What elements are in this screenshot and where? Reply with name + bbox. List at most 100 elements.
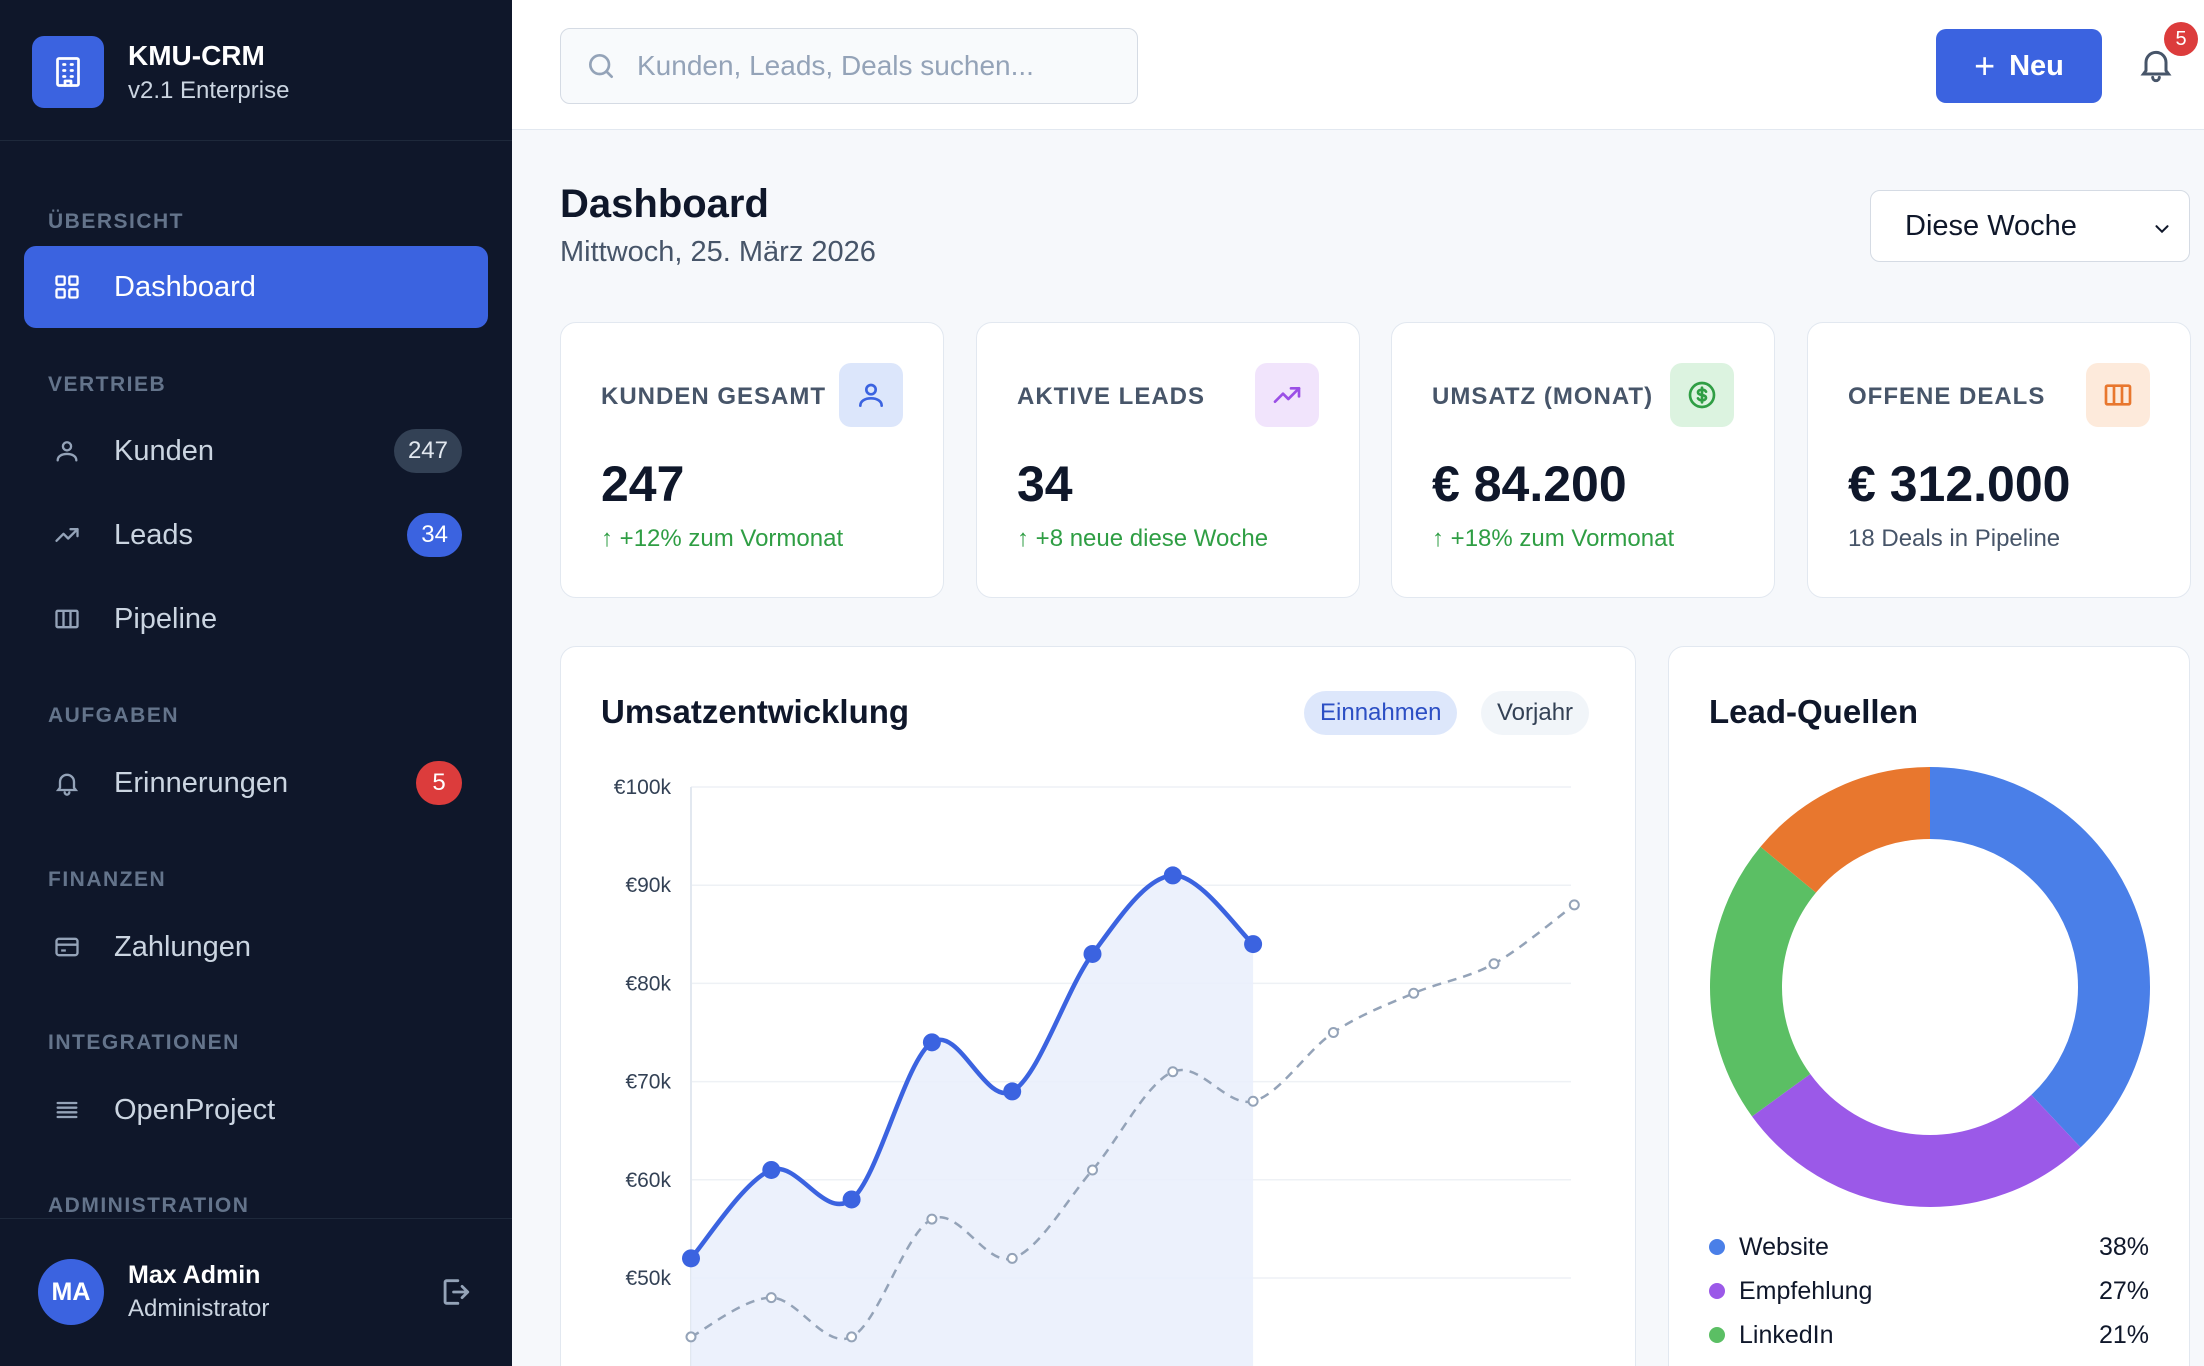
data-point-einnahmen[interactable] xyxy=(842,1190,861,1209)
section-label-admin: ADMINISTRATION xyxy=(48,1194,250,1217)
topbar: + Neu 5 xyxy=(512,0,2204,130)
chevron-down-icon xyxy=(2151,215,2173,237)
sidebar-item-openproject[interactable]: OpenProject xyxy=(24,1069,488,1151)
period-select[interactable]: Diese Woche xyxy=(1870,190,2190,262)
data-point-vorjahr[interactable] xyxy=(1488,958,1500,970)
data-point-vorjahr[interactable] xyxy=(1087,1164,1098,1176)
data-point-vorjahr[interactable] xyxy=(685,1331,697,1343)
series-line-einnahmen xyxy=(689,873,1255,1260)
lead-sources-donut xyxy=(1710,767,2150,1207)
legend-dot xyxy=(1709,1327,1725,1343)
arrow-up-icon: ↑ xyxy=(1017,525,1036,552)
data-point-vorjahr[interactable] xyxy=(1167,1066,1179,1078)
notification-bell-icon[interactable] xyxy=(2136,44,2176,84)
data-point-einnahmen[interactable] xyxy=(1083,944,1102,963)
period-select-value: Diese Woche xyxy=(1905,209,2077,242)
dollar-icon xyxy=(1670,363,1734,427)
revenue-chart-card: Umsatzentwicklung Einnahmen Vorjahr €100… xyxy=(560,646,1636,1366)
kpi-card-deals[interactable]: OFFENE DEALS € 312.000 18 Deals in Pipel… xyxy=(1807,322,2191,598)
data-point-einnahmen[interactable] xyxy=(1163,866,1182,885)
list-icon xyxy=(50,1093,84,1127)
data-point-vorjahr[interactable] xyxy=(1568,899,1580,911)
sidebar-item-erinnerungen[interactable]: Erinnerungen 5 xyxy=(24,742,488,824)
search-input[interactable] xyxy=(637,50,1117,82)
data-point-einnahmen[interactable] xyxy=(762,1160,781,1179)
notification-count-badge: 5 xyxy=(2164,22,2198,56)
brand-header: KMU-CRM v2.1 Enterprise xyxy=(0,0,512,141)
columns-icon xyxy=(2086,363,2150,427)
kpi-card-revenue[interactable]: UMSATZ (MONAT) € 84.200 ↑ +18% zum Vormo… xyxy=(1391,322,1775,598)
legend-dot xyxy=(1709,1239,1725,1255)
card-title: Lead-Quellen xyxy=(1709,693,1919,730)
data-point-vorjahr[interactable] xyxy=(926,1213,938,1225)
page-date: Mittwoch, 25. März 2026 xyxy=(560,236,876,268)
app-version: v2.1 Enterprise xyxy=(128,77,290,104)
bell-icon xyxy=(50,766,84,800)
kpi-label: UMSATZ (MONAT) xyxy=(1432,383,1654,410)
y-tick-label: €70k xyxy=(625,1071,671,1094)
donut-slice-sonstige[interactable] xyxy=(1760,767,1931,894)
data-point-vorjahr[interactable] xyxy=(1408,987,1420,999)
section-label-finance: FINANZEN xyxy=(48,868,167,891)
section-label-sales: VERTRIEB xyxy=(48,373,167,396)
y-tick-label: €100k xyxy=(614,776,672,799)
kpi-trend: ↑ +18% zum Vormonat xyxy=(1432,525,1674,553)
grid-icon xyxy=(50,270,84,304)
new-button[interactable]: + Neu xyxy=(1936,29,2102,103)
chip-previous-year[interactable]: Vorjahr xyxy=(1481,691,1590,735)
app-title: KMU-CRM xyxy=(128,40,265,71)
sidebar-item-label: OpenProject xyxy=(114,1093,276,1126)
data-point-vorjahr[interactable] xyxy=(846,1331,858,1343)
legend-dot xyxy=(1709,1283,1725,1299)
kpi-card-customers[interactable]: KUNDEN GESAMT 247 ↑ +12% zum Vormonat xyxy=(560,322,944,598)
data-point-einnahmen[interactable] xyxy=(682,1249,700,1268)
chip-income[interactable]: Einnahmen xyxy=(1304,691,1458,735)
kpi-trend: ↑ +8 neue diese Woche xyxy=(1017,525,1268,553)
y-tick-label: €90k xyxy=(625,874,671,897)
count-badge: 34 xyxy=(407,513,462,557)
page-title: Dashboard xyxy=(560,182,769,226)
donut-slice-linkedin[interactable] xyxy=(1710,846,1817,1117)
kpi-label: KUNDEN GESAMT xyxy=(601,383,827,410)
legend-label: Website xyxy=(1739,1232,1829,1261)
sidebar: KMU-CRM v2.1 Enterprise ÜBERSICHT Dashbo… xyxy=(0,0,512,1366)
section-label-overview: ÜBERSICHT xyxy=(48,210,185,233)
sidebar-item-label: Dashboard xyxy=(114,270,256,303)
donut-slice-empfehlung[interactable] xyxy=(1752,1073,2081,1207)
legend-label: LinkedIn xyxy=(1739,1320,1834,1349)
data-point-vorjahr[interactable] xyxy=(765,1292,777,1304)
legend-pct: 38% xyxy=(2098,1232,2149,1261)
trend-up-icon xyxy=(50,518,84,552)
count-badge: 247 xyxy=(393,429,462,473)
legend-item-website: Website 38% xyxy=(1709,1227,2149,1267)
sidebar-item-leads[interactable]: Leads 34 xyxy=(24,494,488,576)
new-button-label: Neu xyxy=(2009,49,2064,82)
search-icon xyxy=(585,50,617,82)
avatar[interactable]: MA xyxy=(38,1259,104,1325)
user-role: Administrator xyxy=(128,1295,270,1322)
sidebar-item-pipeline[interactable]: Pipeline xyxy=(24,578,488,660)
data-point-vorjahr[interactable] xyxy=(1006,1252,1018,1264)
users-icon xyxy=(839,363,903,427)
kpi-value: € 312.000 xyxy=(1848,456,2071,512)
building-icon[interactable] xyxy=(32,36,104,108)
sidebar-item-dashboard[interactable]: Dashboard xyxy=(24,246,488,328)
logout-icon[interactable] xyxy=(438,1275,472,1309)
sidebar-item-label: Kunden xyxy=(114,434,214,467)
search-box[interactable] xyxy=(560,28,1138,104)
data-point-vorjahr[interactable] xyxy=(1247,1095,1259,1107)
data-point-einnahmen[interactable] xyxy=(1244,935,1263,954)
kpi-trend: ↑ +12% zum Vormonat xyxy=(601,525,843,553)
data-point-vorjahr[interactable] xyxy=(1327,1027,1339,1038)
donut-slice-website[interactable] xyxy=(1929,767,2150,1148)
sidebar-item-kunden[interactable]: Kunden 247 xyxy=(24,410,488,492)
sidebar-item-zahlungen[interactable]: Zahlungen xyxy=(24,906,488,988)
arrow-up-icon: ↑ xyxy=(601,525,620,552)
arrow-up-icon: ↑ xyxy=(1432,525,1451,552)
trend-up-icon xyxy=(1255,363,1319,427)
credit-card-icon xyxy=(50,930,84,964)
count-badge: 5 xyxy=(416,761,462,805)
kpi-card-leads[interactable]: AKTIVE LEADS 34 ↑ +8 neue diese Woche xyxy=(976,322,1360,598)
data-point-einnahmen[interactable] xyxy=(1003,1082,1022,1101)
data-point-einnahmen[interactable] xyxy=(922,1033,941,1052)
